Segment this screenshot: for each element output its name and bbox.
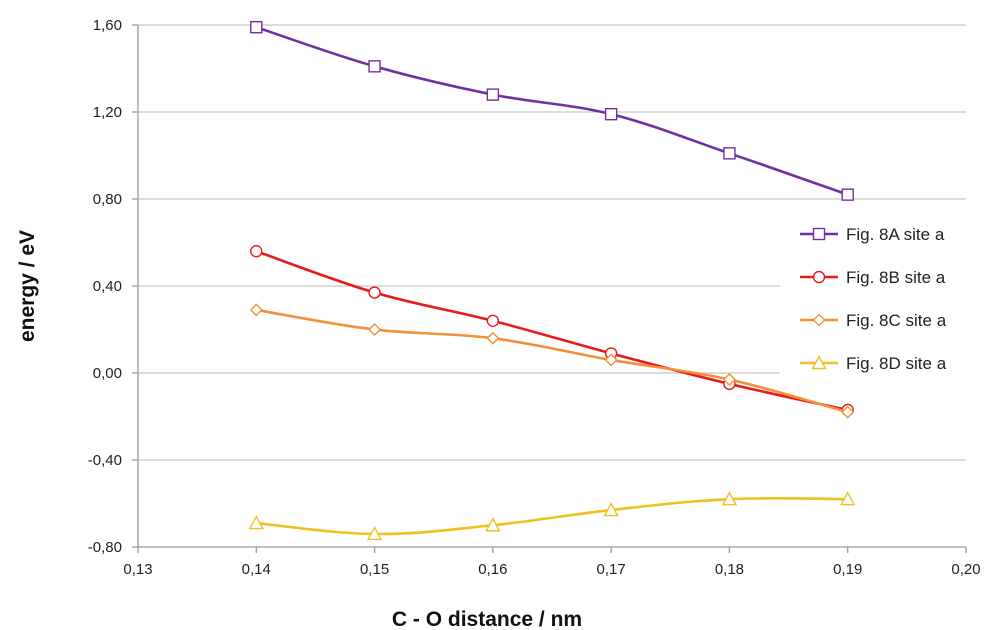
x-tick-label: 0,14: [242, 561, 271, 578]
data-point: [486, 314, 500, 327]
legend-label: Fig. 8D site a: [846, 354, 947, 373]
x-tick-label: 0,17: [597, 561, 626, 578]
legend: Fig. 8A site a Fig. 8B site a Fig. 8C site…: [780, 210, 966, 384]
data-point: [841, 188, 854, 201]
data-point: [840, 491, 856, 506]
series-line: [255, 25, 849, 196]
data-point: [721, 491, 738, 506]
data-point: [604, 107, 618, 121]
legend-entry: Fig. 8A site a: [800, 225, 945, 244]
y-tick-label: 0,40: [93, 278, 122, 295]
data-point: [368, 323, 382, 336]
y-axis-title: energy / eV: [16, 230, 39, 342]
data-point: [366, 525, 383, 541]
data-point: [250, 244, 263, 258]
legend-label: Fig. 8B site a: [846, 268, 946, 287]
data-point: [841, 405, 855, 419]
x-tick-label: 0,19: [833, 561, 862, 578]
data-point: [249, 303, 263, 317]
y-tick-label: -0,80: [88, 539, 122, 556]
data-point: [722, 373, 736, 387]
legend-label: Fig. 8A site a: [846, 225, 945, 244]
legend-marker: [811, 355, 827, 370]
axes: [132, 24, 967, 553]
gridlines: [138, 24, 966, 461]
series-1: [250, 20, 854, 201]
data-point: [486, 331, 500, 345]
x-tick-label: 0,15: [360, 561, 389, 578]
data-point: [248, 515, 264, 530]
data-point: [604, 353, 618, 367]
y-tick-label: 1,20: [93, 104, 122, 121]
series-3: [249, 303, 855, 419]
data-point: [485, 517, 501, 532]
y-tick-label: 1,60: [93, 17, 122, 34]
y-tick-label: 0,80: [93, 191, 122, 208]
x-tick-label: 0,18: [715, 561, 744, 578]
series-4: [248, 491, 856, 541]
data-point: [723, 147, 736, 160]
y-tick-label: -0,40: [88, 452, 122, 469]
legend-marker: [812, 227, 826, 241]
y-tick-labels: 1,60 1,20 0,80 0,40 0,00 -0,40 -0,80: [88, 17, 122, 556]
x-tick-label: 0,20: [951, 561, 980, 578]
x-tick-label: 0,13: [123, 561, 152, 578]
series-line: [256, 496, 848, 536]
data-point: [250, 20, 263, 34]
series-line: [256, 308, 849, 414]
x-tick-label: 0,16: [478, 561, 507, 578]
data-point: [486, 88, 500, 101]
data-point: [603, 502, 619, 517]
series-2: [250, 244, 854, 417]
legend-entry: Fig. 8D site a: [800, 354, 947, 373]
x-axis-title: C - O distance / nm: [392, 608, 582, 630]
series-line: [255, 249, 848, 412]
legend-marker: [812, 270, 826, 284]
series-layer: [248, 20, 856, 541]
legend-marker: [812, 313, 826, 327]
legend-background: [780, 210, 966, 384]
legend-entry: Fig. 8B site a: [800, 268, 946, 287]
data-point: [368, 60, 381, 73]
y-tick-label: 0,00: [93, 365, 122, 382]
legend-entry: Fig. 8C site a: [800, 311, 947, 330]
legend-label: Fig. 8C site a: [846, 311, 947, 330]
data-point: [368, 286, 381, 299]
x-tick-labels: 0,13 0,14 0,15 0,16 0,17 0,18 0,19 0,20: [123, 561, 980, 578]
